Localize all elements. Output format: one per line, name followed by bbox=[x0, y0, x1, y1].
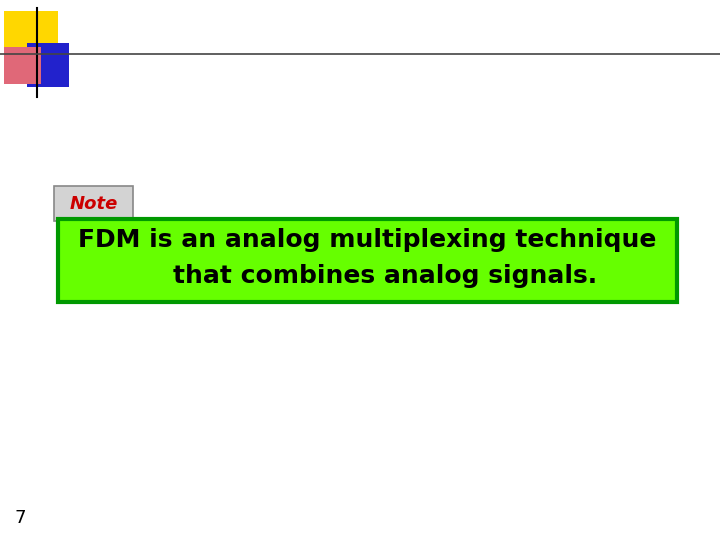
Text: that combines analog signals.: that combines analog signals. bbox=[138, 264, 597, 288]
Bar bbox=[4, 11, 58, 62]
Bar bbox=[27, 43, 69, 87]
Text: FDM is an analog multiplexing technique: FDM is an analog multiplexing technique bbox=[78, 228, 657, 252]
FancyBboxPatch shape bbox=[54, 186, 133, 221]
Text: Note: Note bbox=[69, 195, 118, 213]
Bar bbox=[4, 47, 41, 84]
FancyBboxPatch shape bbox=[58, 219, 677, 302]
Text: 7: 7 bbox=[14, 509, 26, 528]
